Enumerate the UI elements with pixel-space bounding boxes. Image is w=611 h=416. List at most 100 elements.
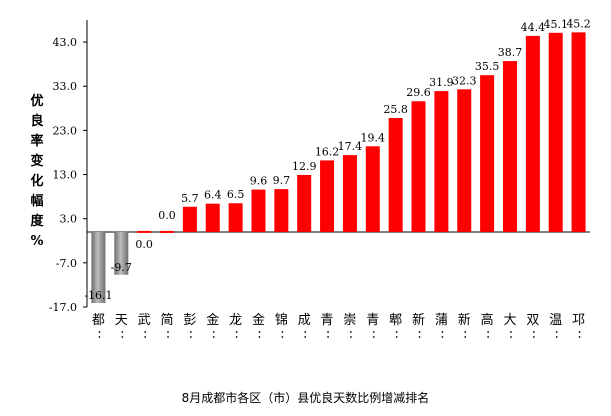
bar xyxy=(457,89,472,232)
x-category-label: 青 xyxy=(366,313,379,328)
x-category-label: 简 xyxy=(161,312,174,328)
bar xyxy=(548,32,563,232)
x-category-label: 金 xyxy=(252,312,265,328)
bar-value-label: 31.9 xyxy=(429,76,454,89)
bar xyxy=(297,174,312,232)
category-dot xyxy=(235,336,238,338)
category-dot xyxy=(144,336,147,338)
bar-value-label: 35.5 xyxy=(475,60,500,73)
category-dot xyxy=(418,336,421,338)
category-dot xyxy=(555,331,558,333)
category-dot xyxy=(327,336,329,338)
category-dot xyxy=(578,336,581,338)
x-category-label: 金 xyxy=(206,312,219,328)
category-dot xyxy=(532,336,535,338)
bar xyxy=(228,203,243,232)
x-category-label: 新 xyxy=(458,312,471,328)
x-category-label: 青 xyxy=(321,313,334,328)
category-dot xyxy=(121,331,124,333)
bar-value-label: 0.0 xyxy=(158,209,176,222)
category-dot xyxy=(144,331,147,333)
bar xyxy=(365,146,380,232)
bar xyxy=(274,189,289,232)
category-dot xyxy=(395,331,398,333)
x-category-label: 邛 xyxy=(572,313,585,328)
y-tick-label: 43.0 xyxy=(53,36,78,49)
y-tick-label: 23.0 xyxy=(53,124,78,137)
category-dot xyxy=(258,331,261,333)
category-dot xyxy=(464,331,467,333)
category-dot xyxy=(304,331,307,333)
y-axis-label-char: 良 xyxy=(30,114,44,129)
bar-value-label: 44.4 xyxy=(521,21,546,34)
x-category-label: 锦 xyxy=(275,313,288,328)
category-dot xyxy=(281,331,284,333)
bar xyxy=(91,231,106,304)
category-dot xyxy=(487,331,490,333)
category-dot xyxy=(167,331,169,333)
category-dot xyxy=(189,331,192,333)
x-category-label: 武 xyxy=(138,313,151,328)
category-dot xyxy=(212,336,215,338)
bar xyxy=(137,230,152,233)
bar-value-label: 9.6 xyxy=(250,175,268,188)
bar xyxy=(571,32,586,232)
y-axis-label-char: 幅 xyxy=(30,194,44,209)
y-axis-label-char: 变 xyxy=(30,154,44,169)
bar-value-label: 29.6 xyxy=(406,86,431,99)
y-axis-label: 优良率变化幅度% xyxy=(26,92,48,252)
bar xyxy=(251,189,266,232)
y-tick-label: -7.0 xyxy=(56,257,77,270)
category-dot xyxy=(189,336,192,338)
category-dot xyxy=(98,331,101,333)
category-dot xyxy=(121,336,124,338)
bar xyxy=(182,206,197,232)
bar-value-label: 38.7 xyxy=(498,46,523,59)
y-tick-label: -17.0 xyxy=(49,301,77,314)
x-category-label: 温 xyxy=(549,313,562,328)
bar-value-label: 5.7 xyxy=(181,192,199,205)
category-dot xyxy=(350,331,352,333)
category-dot xyxy=(350,336,352,338)
category-dot xyxy=(281,336,284,338)
x-category-label: 大 xyxy=(503,313,516,328)
x-category-label: 成 xyxy=(298,313,311,328)
category-dot xyxy=(372,331,375,333)
bar-value-label: -9.7 xyxy=(111,261,132,274)
y-tick-label: 13.0 xyxy=(53,169,78,182)
category-dot xyxy=(167,336,169,338)
x-category-label: 龙 xyxy=(229,313,242,328)
category-dot xyxy=(510,331,512,333)
bar xyxy=(342,155,357,232)
category-dot xyxy=(532,331,535,333)
bar xyxy=(160,230,175,233)
category-dot xyxy=(441,336,444,338)
bar-value-label: 32.3 xyxy=(452,74,477,87)
x-category-label: 双 xyxy=(526,313,539,328)
x-category-label: 郫 xyxy=(389,312,402,328)
x-category-label: 彭 xyxy=(183,313,196,328)
bar xyxy=(388,118,403,232)
bar xyxy=(434,91,449,232)
category-dot xyxy=(395,336,398,338)
category-dot xyxy=(98,336,101,338)
value-labels: -16.1 都 -9.7 天 0.0 武 0.0 简 5.7 彭 6.4 金 6.5 龙 9.6 金 9.7 锦 1… xyxy=(84,17,591,338)
x-category-label: 新 xyxy=(412,312,425,328)
y-tick-label: 3.0 xyxy=(60,213,78,226)
bar xyxy=(320,160,335,232)
bar-value-label: 25.8 xyxy=(383,103,408,116)
bar-value-label: 12.9 xyxy=(292,160,317,173)
y-axis-label-char: 化 xyxy=(30,174,44,189)
bar xyxy=(525,35,540,232)
category-dot xyxy=(212,331,215,333)
category-dot xyxy=(304,336,307,338)
x-category-label: 蒲 xyxy=(435,313,448,328)
bar-value-label: 6.5 xyxy=(227,188,245,201)
bar-value-label: 6.4 xyxy=(204,189,222,202)
bar-value-label: -16.1 xyxy=(84,289,112,302)
x-category-label: 都 xyxy=(92,313,105,328)
x-category-label: 高 xyxy=(481,312,494,328)
bar-value-label: 0.0 xyxy=(135,238,153,251)
bar xyxy=(502,61,517,232)
